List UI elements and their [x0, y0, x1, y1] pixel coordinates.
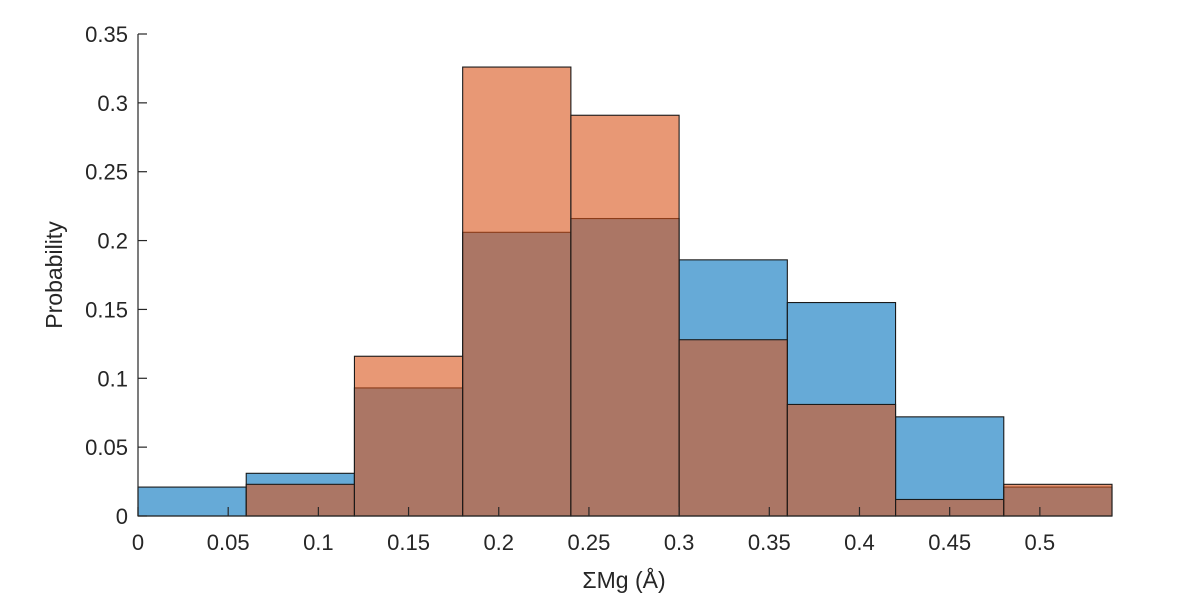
x-tick-label: 0.4: [844, 530, 875, 555]
bar-series-2-bin-9: [1003, 483, 1113, 517]
y-tick-label: 0.2: [97, 229, 128, 254]
x-tick-label: 0.1: [303, 530, 334, 555]
x-tick-label: 0.05: [207, 530, 250, 555]
ticks-layer: 0 0.05 0.1 0.15 0.2 0.25 0.3 0.35 0 0.05 0.1 0.15 0.…: [85, 22, 1055, 555]
x-tick-label: 0.2: [483, 530, 514, 555]
y-tick-label: 0: [116, 504, 128, 529]
bar-series-2-bin-2: [245, 483, 355, 517]
y-tick-label: 0.35: [85, 22, 128, 47]
y-axis-label: Probability: [41, 221, 67, 329]
bar-series-2-bin-4: [462, 66, 572, 517]
y-tick-label: 0.1: [97, 366, 128, 391]
y-tick-label: 0.05: [85, 435, 128, 460]
x-axis-label: ΣMg (Å): [582, 566, 665, 593]
bar-series-2-bin-6: [678, 339, 788, 517]
x-tick-label: 0.45: [928, 530, 971, 555]
y-tick-label: 0.3: [97, 91, 128, 116]
x-tick-label: 0.3: [664, 530, 695, 555]
x-tick-label: 0.15: [387, 530, 430, 555]
bar-series-2-bin-5: [570, 114, 680, 517]
x-tick-label: 0.35: [748, 530, 791, 555]
x-tick-label: 0: [132, 530, 144, 555]
bars-layer: [137, 66, 1113, 517]
bar-series-1-bin-1: [137, 486, 247, 517]
bar-series-2-bin-7: [786, 403, 897, 517]
x-tick-label: 0.25: [568, 530, 611, 555]
x-tick-label: 0.5: [1025, 530, 1056, 555]
bar-series-2-bin-3: [353, 355, 464, 517]
y-tick-label: 0.15: [85, 297, 128, 322]
y-tick-label: 0.25: [85, 160, 128, 185]
